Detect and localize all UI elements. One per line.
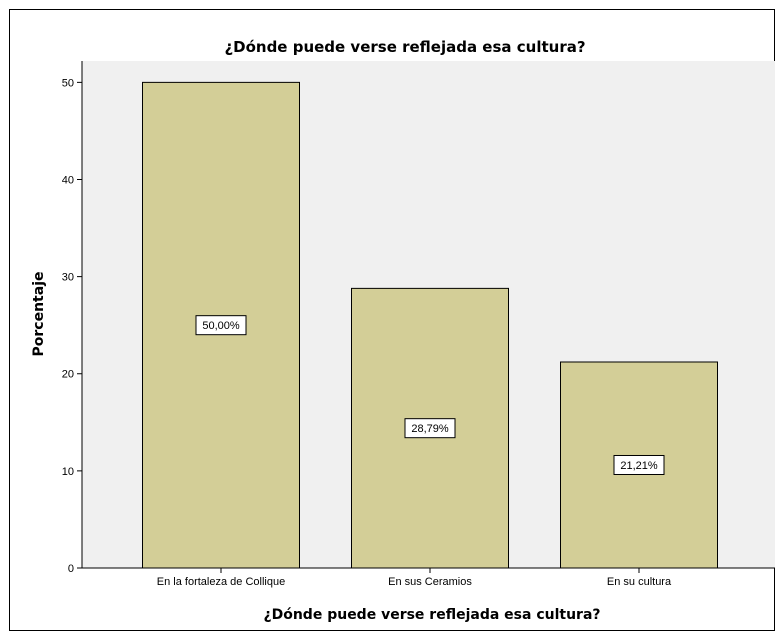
x-tick-labels: En la fortaleza de Collique En sus Cerami… [157, 568, 672, 588]
data-label: 50,00% [202, 320, 240, 332]
data-label-box [195, 315, 247, 336]
y-tick-label: 40 [62, 174, 74, 186]
y-axis-label: Porcentaje [31, 272, 47, 357]
x-axis-label: ¿Dónde puede verse reflejada esa cultura… [263, 607, 600, 623]
y-tick-label: 10 [62, 466, 74, 478]
bars [142, 81, 718, 569]
x-tick-label: En la fortaleza de Collique [157, 576, 285, 588]
data-label-box [613, 454, 665, 475]
data-label-box [404, 418, 456, 439]
y-tick-label: 50 [62, 77, 74, 89]
x-tick-label: En su cultura [607, 576, 672, 588]
data-label: 21,21% [620, 460, 658, 472]
y-tick-label: 0 [68, 563, 74, 575]
chart-title: ¿Dónde puede verse reflejada esa cultura… [224, 38, 585, 56]
y-tick-label: 30 [62, 272, 74, 284]
data-labels: 50,00% 28,79% 21,21% [195, 315, 665, 475]
y-tick-label: 20 [62, 369, 74, 381]
y-ticks: 0 10 20 30 40 50 [62, 77, 82, 575]
x-tick-label: En sus Ceramios [388, 576, 472, 588]
data-label: 28,79% [411, 423, 449, 435]
